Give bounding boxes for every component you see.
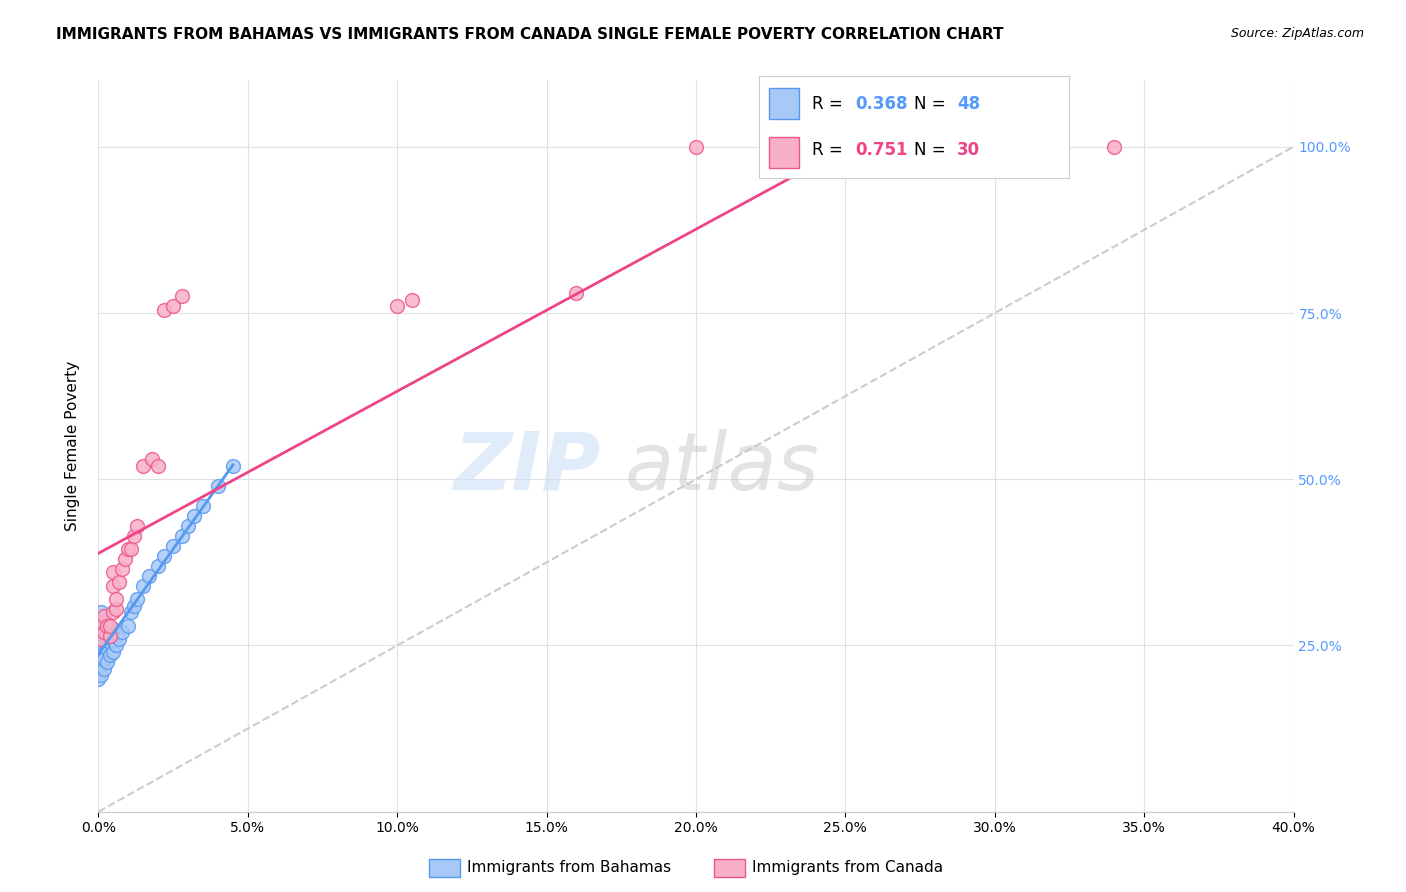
Text: Source: ZipAtlas.com: Source: ZipAtlas.com [1230, 27, 1364, 40]
Point [90, 605, 112, 619]
Point [117, 618, 139, 632]
Point [103, 566, 125, 580]
Point [132, 579, 155, 593]
Point [111, 562, 134, 576]
Point [96, 618, 118, 632]
Point [87, 635, 110, 649]
Point [93, 608, 115, 623]
Text: N =: N = [914, 141, 950, 159]
Point [105, 602, 128, 616]
Text: N =: N = [914, 95, 950, 112]
Point [127, 518, 149, 533]
Text: 30: 30 [957, 141, 980, 159]
Point [103, 633, 125, 648]
Point [153, 549, 176, 563]
Point [177, 518, 200, 533]
Point [222, 458, 245, 473]
Point [93, 625, 115, 640]
Point [183, 508, 205, 523]
Point [90, 639, 112, 653]
Point [93, 662, 115, 676]
Point [401, 293, 423, 307]
Text: Immigrants from Canada: Immigrants from Canada [752, 861, 943, 875]
Point [103, 579, 125, 593]
Point [93, 618, 115, 632]
Point [90, 615, 112, 630]
Point [103, 622, 125, 636]
Text: 0.751: 0.751 [855, 141, 908, 159]
Point [105, 591, 128, 606]
Point [124, 529, 146, 543]
Point [87, 622, 110, 636]
Point [90, 648, 112, 663]
Point [87, 655, 110, 669]
Point [87, 672, 110, 686]
Point [141, 452, 163, 467]
Point [96, 632, 118, 646]
Point [90, 668, 112, 682]
FancyBboxPatch shape [769, 137, 800, 168]
Point [93, 639, 115, 653]
Point [96, 655, 118, 669]
Point [207, 479, 229, 493]
Text: R =: R = [811, 141, 848, 159]
Text: IMMIGRANTS FROM BAHAMAS VS IMMIGRANTS FROM CANADA SINGLE FEMALE POVERTY CORRELAT: IMMIGRANTS FROM BAHAMAS VS IMMIGRANTS FR… [56, 27, 1004, 42]
Point [120, 605, 142, 619]
Point [162, 299, 184, 313]
Text: ZIP: ZIP [453, 429, 600, 507]
Point [98, 648, 122, 663]
Point [93, 628, 115, 642]
Point [138, 568, 160, 582]
Point [87, 628, 110, 642]
Point [90, 632, 112, 646]
Point [565, 286, 588, 301]
Point [132, 458, 155, 473]
Point [172, 529, 194, 543]
Point [98, 635, 122, 649]
Point [105, 639, 128, 653]
Point [87, 662, 110, 676]
Point [148, 458, 170, 473]
Point [111, 625, 134, 640]
Text: Immigrants from Bahamas: Immigrants from Bahamas [467, 861, 671, 875]
Point [98, 625, 122, 640]
Point [98, 618, 122, 632]
Point [120, 542, 142, 557]
Point [96, 641, 118, 656]
Point [162, 539, 184, 553]
Point [103, 605, 125, 619]
Point [127, 591, 149, 606]
Point [108, 632, 131, 646]
Point [108, 575, 131, 590]
Point [103, 645, 125, 659]
Point [90, 615, 112, 630]
Text: atlas: atlas [624, 429, 820, 507]
Text: 48: 48 [957, 95, 980, 112]
Point [90, 625, 112, 640]
Point [93, 652, 115, 666]
Point [124, 599, 146, 613]
Y-axis label: Single Female Poverty: Single Female Poverty [65, 361, 80, 531]
Text: R =: R = [811, 95, 848, 112]
Point [117, 542, 139, 557]
Point [90, 632, 112, 646]
FancyBboxPatch shape [769, 88, 800, 119]
Point [172, 289, 194, 303]
Point [1104, 140, 1126, 154]
Point [153, 302, 176, 317]
Point [87, 641, 110, 656]
Point [385, 299, 409, 313]
Point [90, 658, 112, 673]
Point [87, 612, 110, 626]
Point [148, 558, 170, 573]
Point [191, 499, 214, 513]
Point [114, 552, 136, 566]
Text: 0.368: 0.368 [855, 95, 908, 112]
Point [98, 628, 122, 642]
Point [685, 140, 707, 154]
